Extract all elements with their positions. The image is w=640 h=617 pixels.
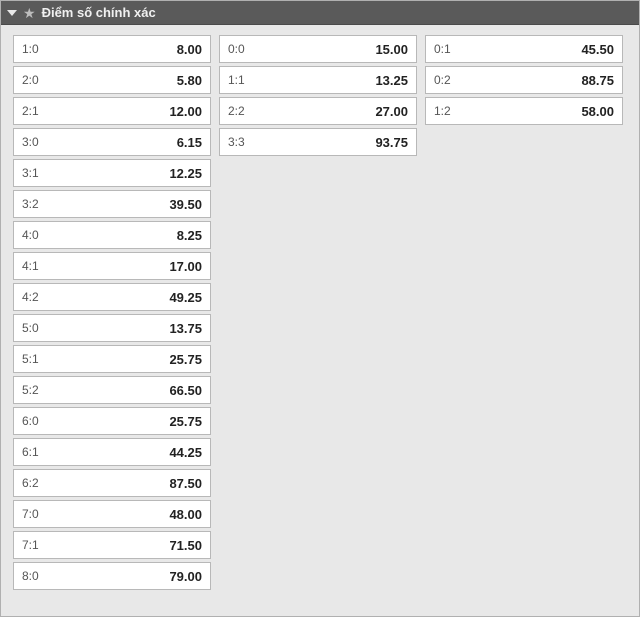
correct-score-grid: 1:0 8.00 2:0 5.80 2:1 12.00 3:0 6.15 3:1 12.25 3:2… (1, 25, 639, 600)
score-label: 3:3 (228, 135, 245, 149)
odds-value: 6.15 (177, 135, 202, 150)
odds-value: 49.25 (169, 290, 202, 305)
odds-value: 5.80 (177, 73, 202, 88)
odds-value: 15.00 (375, 42, 408, 57)
odds-cell[interactable]: 7:0 48.00 (13, 500, 211, 528)
score-label: 2:0 (22, 73, 39, 87)
odds-value: 12.00 (169, 104, 202, 119)
score-label: 1:2 (434, 104, 451, 118)
odds-cell[interactable]: 3:3 93.75 (219, 128, 417, 156)
odds-cell[interactable]: 1:0 8.00 (13, 35, 211, 63)
odds-cell[interactable]: 5:2 66.50 (13, 376, 211, 404)
odds-value: 48.00 (169, 507, 202, 522)
score-label: 0:1 (434, 42, 451, 56)
odds-value: 13.75 (169, 321, 202, 336)
odds-value: 93.75 (375, 135, 408, 150)
odds-value: 44.25 (169, 445, 202, 460)
odds-value: 58.00 (581, 104, 614, 119)
odds-value: 8.00 (177, 42, 202, 57)
score-label: 5:2 (22, 383, 39, 397)
score-label: 6:1 (22, 445, 39, 459)
odds-cell[interactable]: 7:1 71.50 (13, 531, 211, 559)
score-label: 6:0 (22, 414, 39, 428)
score-label: 0:2 (434, 73, 451, 87)
odds-cell[interactable]: 3:0 6.15 (13, 128, 211, 156)
odds-value: 88.75 (581, 73, 614, 88)
odds-cell[interactable]: 8:0 79.00 (13, 562, 211, 590)
odds-value: 87.50 (169, 476, 202, 491)
score-label: 3:2 (22, 197, 39, 211)
score-label: 6:2 (22, 476, 39, 490)
score-label: 2:1 (22, 104, 39, 118)
odds-value: 17.00 (169, 259, 202, 274)
odds-value: 79.00 (169, 569, 202, 584)
section-title: Điểm số chính xác (42, 5, 156, 20)
odds-cell[interactable]: 6:0 25.75 (13, 407, 211, 435)
odds-cell[interactable]: 5:1 25.75 (13, 345, 211, 373)
column-away: 0:1 45.50 0:2 88.75 1:2 58.00 (425, 35, 623, 590)
chevron-down-icon (7, 10, 17, 16)
odds-cell[interactable]: 4:0 8.25 (13, 221, 211, 249)
score-label: 0:0 (228, 42, 245, 56)
odds-cell[interactable]: 2:0 5.80 (13, 66, 211, 94)
odds-value: 25.75 (169, 352, 202, 367)
score-label: 7:0 (22, 507, 39, 521)
odds-value: 13.25 (375, 73, 408, 88)
score-label: 4:2 (22, 290, 39, 304)
odds-value: 45.50 (581, 42, 614, 57)
odds-value: 25.75 (169, 414, 202, 429)
star-icon[interactable]: ★ (23, 6, 36, 20)
odds-cell[interactable]: 5:0 13.75 (13, 314, 211, 342)
odds-cell[interactable]: 6:1 44.25 (13, 438, 211, 466)
score-label: 1:0 (22, 42, 39, 56)
score-label: 3:0 (22, 135, 39, 149)
odds-cell[interactable]: 0:0 15.00 (219, 35, 417, 63)
odds-cell[interactable]: 1:1 13.25 (219, 66, 417, 94)
score-label: 5:0 (22, 321, 39, 335)
column-home: 1:0 8.00 2:0 5.80 2:1 12.00 3:0 6.15 3:1 12.25 3:2… (13, 35, 211, 590)
odds-value: 71.50 (169, 538, 202, 553)
score-label: 8:0 (22, 569, 39, 583)
score-label: 7:1 (22, 538, 39, 552)
odds-cell[interactable]: 4:2 49.25 (13, 283, 211, 311)
section-header[interactable]: ★ Điểm số chính xác (1, 1, 639, 25)
odds-cell[interactable]: 2:2 27.00 (219, 97, 417, 125)
odds-cell[interactable]: 2:1 12.00 (13, 97, 211, 125)
odds-value: 39.50 (169, 197, 202, 212)
odds-value: 8.25 (177, 228, 202, 243)
score-label: 5:1 (22, 352, 39, 366)
odds-cell[interactable]: 3:1 12.25 (13, 159, 211, 187)
odds-value: 27.00 (375, 104, 408, 119)
score-label: 2:2 (228, 104, 245, 118)
score-label: 4:1 (22, 259, 39, 273)
odds-value: 12.25 (169, 166, 202, 181)
odds-cell[interactable]: 3:2 39.50 (13, 190, 211, 218)
odds-cell[interactable]: 0:1 45.50 (425, 35, 623, 63)
odds-cell[interactable]: 6:2 87.50 (13, 469, 211, 497)
odds-cell[interactable]: 1:2 58.00 (425, 97, 623, 125)
score-label: 1:1 (228, 73, 245, 87)
odds-cell[interactable]: 4:1 17.00 (13, 252, 211, 280)
column-draw: 0:0 15.00 1:1 13.25 2:2 27.00 3:3 93.75 (219, 35, 417, 590)
score-label: 4:0 (22, 228, 39, 242)
odds-cell[interactable]: 0:2 88.75 (425, 66, 623, 94)
odds-value: 66.50 (169, 383, 202, 398)
score-label: 3:1 (22, 166, 39, 180)
